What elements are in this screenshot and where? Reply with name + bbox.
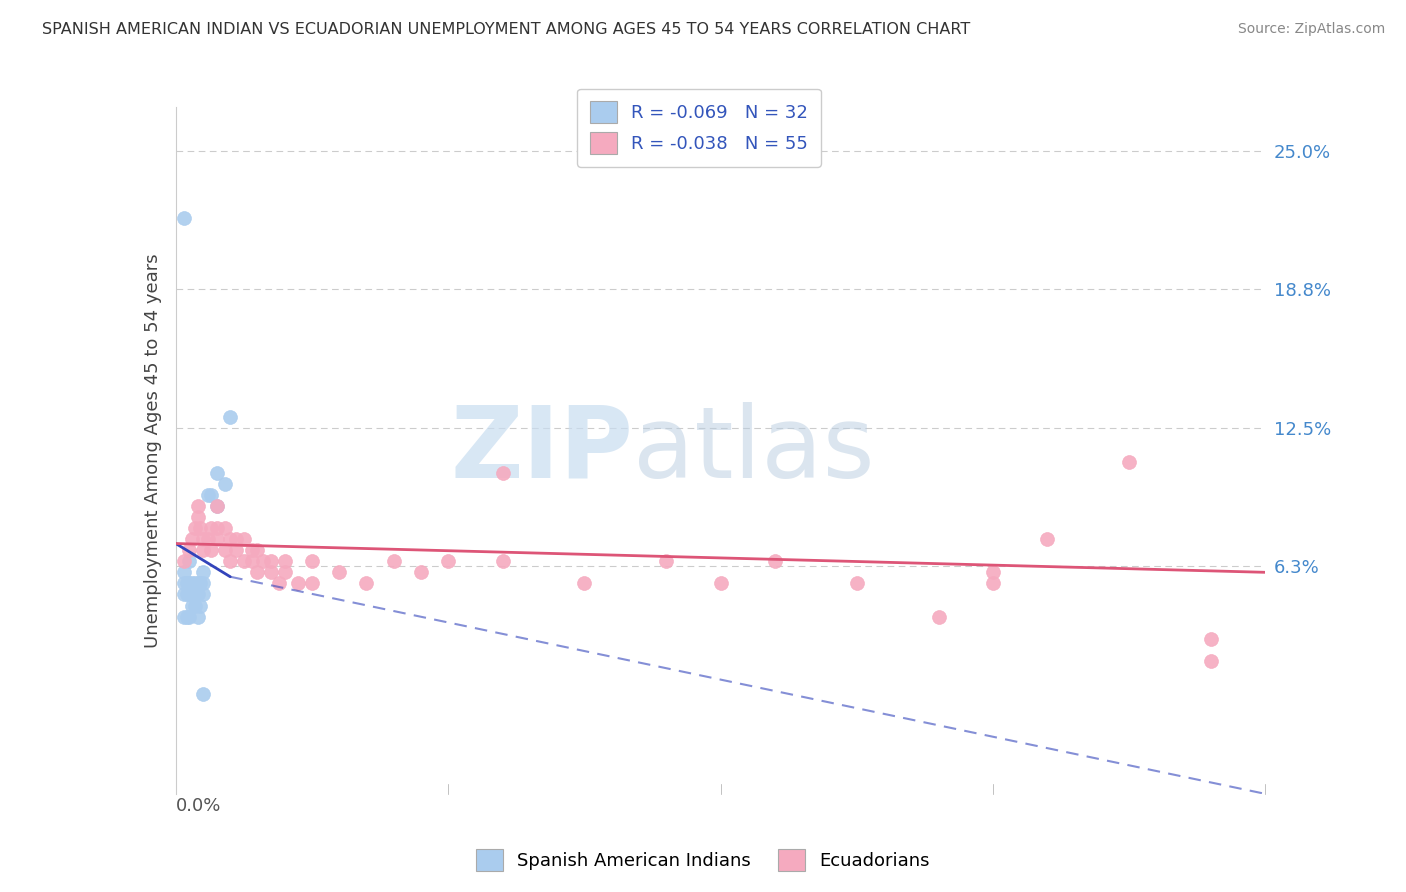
Point bbox=[186, 587, 209, 601]
Point bbox=[225, 532, 247, 546]
Point bbox=[181, 576, 204, 591]
Point bbox=[184, 521, 207, 535]
Point bbox=[181, 532, 204, 546]
Legend: Spanish American Indians, Ecuadorians: Spanish American Indians, Ecuadorians bbox=[468, 842, 938, 879]
Point bbox=[200, 521, 222, 535]
Point bbox=[173, 587, 195, 601]
Point bbox=[492, 466, 515, 480]
Point bbox=[179, 543, 201, 558]
Text: 0.0%: 0.0% bbox=[176, 797, 221, 815]
Point bbox=[179, 576, 201, 591]
Point bbox=[184, 576, 207, 591]
Point bbox=[173, 554, 195, 568]
Point bbox=[260, 554, 283, 568]
Point bbox=[188, 521, 211, 535]
Point bbox=[981, 566, 1004, 580]
Point bbox=[205, 521, 228, 535]
Point bbox=[173, 566, 195, 580]
Point bbox=[246, 566, 269, 580]
Point bbox=[186, 609, 209, 624]
Point bbox=[176, 576, 198, 591]
Point bbox=[205, 532, 228, 546]
Point bbox=[200, 488, 222, 502]
Point bbox=[205, 466, 228, 480]
Text: Source: ZipAtlas.com: Source: ZipAtlas.com bbox=[1237, 22, 1385, 37]
Point bbox=[232, 554, 254, 568]
Point bbox=[219, 532, 242, 546]
Point bbox=[191, 576, 214, 591]
Text: atlas: atlas bbox=[633, 402, 875, 499]
Point bbox=[191, 687, 214, 701]
Point bbox=[260, 566, 283, 580]
Point bbox=[763, 554, 786, 568]
Point bbox=[176, 609, 198, 624]
Point bbox=[1199, 654, 1222, 668]
Y-axis label: Unemployment Among Ages 45 to 54 years: Unemployment Among Ages 45 to 54 years bbox=[143, 253, 162, 648]
Point bbox=[179, 554, 201, 568]
Point bbox=[301, 576, 323, 591]
Point bbox=[274, 554, 297, 568]
Point bbox=[205, 499, 228, 513]
Point bbox=[287, 576, 309, 591]
Point bbox=[191, 543, 214, 558]
Point bbox=[173, 576, 195, 591]
Point bbox=[181, 599, 204, 613]
Point bbox=[328, 566, 350, 580]
Point bbox=[205, 499, 228, 513]
Point bbox=[437, 554, 460, 568]
Point bbox=[219, 554, 242, 568]
Point bbox=[981, 576, 1004, 591]
Point bbox=[184, 599, 207, 613]
Point bbox=[246, 543, 269, 558]
Point bbox=[188, 576, 211, 591]
Point bbox=[252, 554, 274, 568]
Point bbox=[240, 543, 263, 558]
Point bbox=[492, 554, 515, 568]
Point bbox=[176, 587, 198, 601]
Point bbox=[214, 521, 236, 535]
Point bbox=[240, 554, 263, 568]
Legend: R = -0.069   N = 32, R = -0.038   N = 55: R = -0.069 N = 32, R = -0.038 N = 55 bbox=[576, 88, 821, 167]
Point bbox=[409, 566, 432, 580]
Point bbox=[179, 609, 201, 624]
Text: ZIP: ZIP bbox=[450, 402, 633, 499]
Point bbox=[382, 554, 405, 568]
Point bbox=[710, 576, 733, 591]
Point bbox=[200, 543, 222, 558]
Point bbox=[173, 211, 195, 225]
Point bbox=[191, 587, 214, 601]
Point bbox=[186, 576, 209, 591]
Point bbox=[574, 576, 596, 591]
Point bbox=[225, 543, 247, 558]
Point bbox=[188, 599, 211, 613]
Point bbox=[214, 476, 236, 491]
Point bbox=[197, 488, 219, 502]
Point bbox=[655, 554, 678, 568]
Point bbox=[197, 532, 219, 546]
Point bbox=[928, 609, 950, 624]
Point bbox=[214, 543, 236, 558]
Point bbox=[1199, 632, 1222, 646]
Point bbox=[301, 554, 323, 568]
Point bbox=[356, 576, 378, 591]
Point bbox=[191, 532, 214, 546]
Point bbox=[186, 499, 209, 513]
Point bbox=[274, 566, 297, 580]
Point bbox=[219, 410, 242, 425]
Point bbox=[191, 566, 214, 580]
Point bbox=[232, 532, 254, 546]
Point bbox=[269, 576, 291, 591]
Point bbox=[845, 576, 868, 591]
Point bbox=[179, 587, 201, 601]
Point bbox=[173, 609, 195, 624]
Text: SPANISH AMERICAN INDIAN VS ECUADORIAN UNEMPLOYMENT AMONG AGES 45 TO 54 YEARS COR: SPANISH AMERICAN INDIAN VS ECUADORIAN UN… bbox=[42, 22, 970, 37]
Point bbox=[186, 510, 209, 524]
Point bbox=[1036, 532, 1059, 546]
Point bbox=[181, 587, 204, 601]
Point bbox=[1118, 454, 1140, 468]
